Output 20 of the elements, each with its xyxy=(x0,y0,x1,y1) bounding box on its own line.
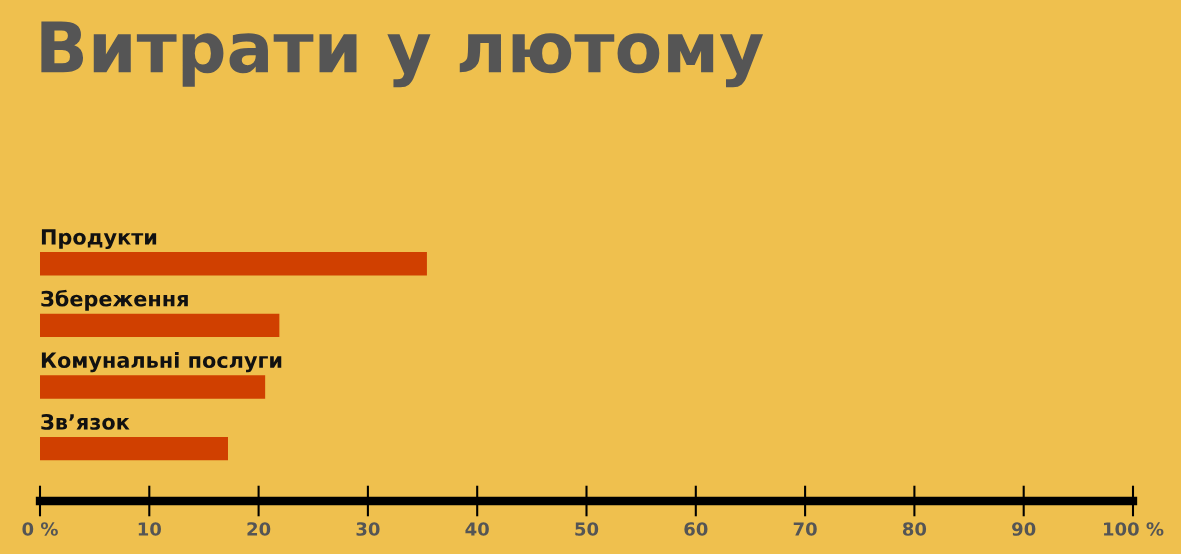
x-tick-label: 10 xyxy=(138,522,161,536)
x-tick-label: 100 % xyxy=(1104,522,1164,536)
x-tick-label: 60 xyxy=(684,522,708,536)
y-tick-label: Продукти xyxy=(41,229,157,250)
bar xyxy=(40,436,228,461)
y-tick-label: Комунальні послуги xyxy=(41,351,282,373)
x-tick-label: 20 xyxy=(247,522,271,536)
y-tick-label: Зв’язок xyxy=(41,414,130,430)
chart-title: Витрати у лютому xyxy=(41,21,764,88)
x-tick-label: 30 xyxy=(356,522,380,536)
x-tick-label: 80 xyxy=(902,522,927,536)
x-tick-label: 40 xyxy=(465,522,489,536)
x-tick-label: 0 % xyxy=(22,522,58,536)
bar xyxy=(40,313,280,338)
x-tick-label: 50 xyxy=(575,522,599,536)
bar xyxy=(40,375,266,399)
x-tick-label: 70 xyxy=(793,522,817,536)
y-tick-label: Збереження xyxy=(41,289,188,311)
bar xyxy=(40,252,427,276)
x-tick-label: 90 xyxy=(1012,522,1036,536)
